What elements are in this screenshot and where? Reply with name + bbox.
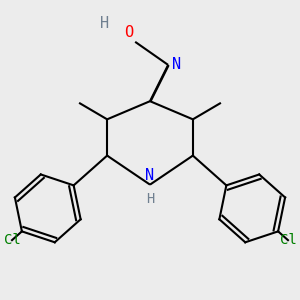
Text: Cl: Cl xyxy=(4,233,20,247)
Text: O: O xyxy=(124,25,134,40)
Text: N: N xyxy=(172,57,181,72)
Text: N: N xyxy=(146,168,154,183)
Text: H: H xyxy=(100,16,109,31)
Text: Cl: Cl xyxy=(280,233,296,247)
Text: H: H xyxy=(146,192,154,206)
